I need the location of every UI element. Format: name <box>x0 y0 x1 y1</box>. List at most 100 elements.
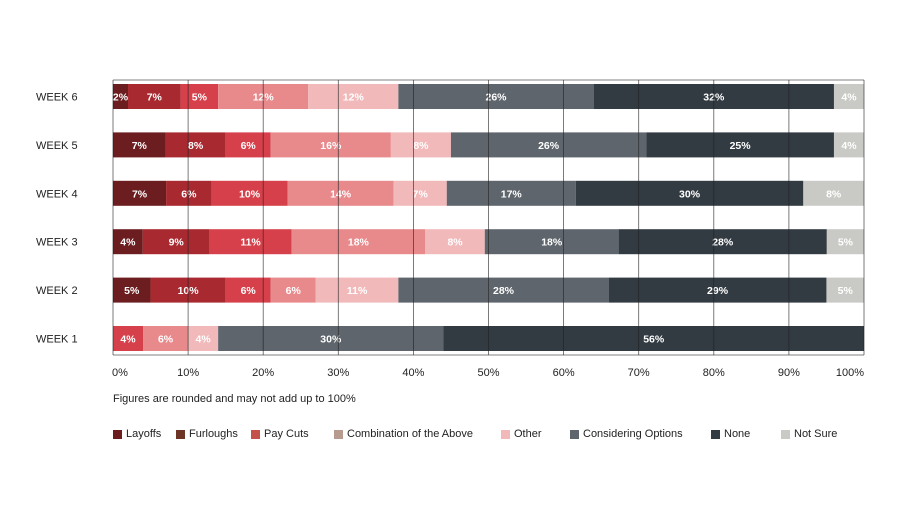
data-label: 4% <box>196 334 212 346</box>
legend-swatch-combination <box>334 429 343 439</box>
data-label: 28% <box>493 285 515 297</box>
category-label: WEEK 3 <box>36 237 78 249</box>
bar-segment <box>270 277 316 303</box>
bar-segment <box>209 229 292 255</box>
data-label: 25% <box>730 140 752 152</box>
bar-segment <box>446 180 576 206</box>
bar-segment <box>575 180 804 206</box>
x-tick-label: 70% <box>628 367 650 379</box>
data-label: 18% <box>541 237 563 249</box>
x-tick-label: 30% <box>327 367 349 379</box>
data-label: 28% <box>712 237 734 249</box>
bar-segment <box>142 229 210 255</box>
data-label: 30% <box>679 188 701 200</box>
category-label: WEEK 4 <box>36 188 78 200</box>
bar-segment <box>390 132 451 158</box>
data-label: 7% <box>132 188 148 200</box>
bar-segment <box>113 229 143 255</box>
legend-label-layoffs: Layoffs <box>126 428 162 440</box>
bar-segment <box>180 84 219 109</box>
bar-segment <box>128 84 181 109</box>
data-label: 10% <box>239 188 261 200</box>
data-label: 11% <box>240 237 261 249</box>
data-label: 8% <box>447 237 463 249</box>
bar-segment <box>270 132 391 158</box>
footnote: Figures are rounded and may not add up t… <box>113 393 356 405</box>
data-label: 6% <box>241 285 257 297</box>
data-label: 56% <box>643 334 665 346</box>
data-label: 29% <box>707 285 729 297</box>
bar-segment <box>393 180 447 206</box>
data-label: 6% <box>158 334 174 346</box>
bar-segment <box>211 180 288 206</box>
legend: Layoffs Furloughs Pay Cuts Combination o… <box>113 428 837 440</box>
bar-segment <box>143 326 189 351</box>
bar-segment <box>618 229 827 255</box>
legend-item-layoffs: Layoffs <box>113 428 176 440</box>
data-label: 4% <box>841 92 857 104</box>
category-label: WEEK 5 <box>36 140 78 152</box>
bar-segment <box>425 229 485 255</box>
bar-segment <box>443 326 864 351</box>
data-label: 6% <box>181 188 197 200</box>
legend-swatch-furloughs <box>176 429 185 439</box>
legend-item-considering-options: Considering Options <box>570 428 711 440</box>
bar-segment <box>287 180 394 206</box>
data-label: 8% <box>188 140 204 152</box>
bar-segment <box>188 326 219 351</box>
bar-segment <box>113 277 151 303</box>
legend-label-furloughs: Furloughs <box>189 428 238 440</box>
legend-label-not-sure: Not Sure <box>794 428 838 440</box>
data-label: 5% <box>192 92 208 104</box>
x-tick-label: 20% <box>252 367 274 379</box>
bar-segment <box>291 229 426 255</box>
x-tick-label: 100% <box>836 367 864 379</box>
data-label: 6% <box>241 140 257 152</box>
legend-label-none: None <box>724 428 751 440</box>
legend-swatch-other <box>501 429 510 439</box>
bar-segment <box>826 229 864 255</box>
x-tick-label: 90% <box>778 367 800 379</box>
data-label: 9% <box>169 237 185 249</box>
bar-segment <box>315 277 399 303</box>
data-label: 26% <box>486 92 508 104</box>
bar-segment <box>484 229 619 255</box>
bar-segment <box>450 132 647 158</box>
bar-segment <box>833 132 864 158</box>
data-label: 8% <box>413 140 429 152</box>
bar-segment <box>113 84 129 109</box>
x-tick-label: 60% <box>553 367 575 379</box>
legend-swatch-not-sure <box>781 429 790 439</box>
data-label: 17% <box>501 188 523 200</box>
legend-swatch-pay-cuts <box>251 429 260 439</box>
bar-segment <box>166 180 212 206</box>
data-label: 6% <box>286 285 302 297</box>
data-label: 4% <box>841 140 857 152</box>
x-tick-label: 10% <box>177 367 199 379</box>
bar-segment <box>398 84 594 109</box>
data-label: 7% <box>413 188 429 200</box>
legend-label-other: Other <box>514 428 542 440</box>
data-label: 4% <box>120 334 136 346</box>
bar-segment <box>608 277 827 303</box>
data-label: 5% <box>838 285 854 297</box>
data-label: 12% <box>343 92 365 104</box>
category-label: WEEK 1 <box>36 334 78 346</box>
legend-label-considering-options: Considering Options <box>583 428 683 440</box>
stacked-bar-chart: 0% 10% 20% 30% 40% 50% 60% 70% 80% 90% 100% WEEK 6 2… <box>36 79 865 379</box>
bar-segment <box>826 277 864 303</box>
data-label: 30% <box>320 334 342 346</box>
data-label: 4% <box>120 237 136 249</box>
category-label: WEEK 2 <box>36 285 78 297</box>
bar-segment <box>308 84 399 109</box>
bar-segment <box>113 326 144 351</box>
legend-swatch-layoffs <box>113 429 122 439</box>
legend-label-pay-cuts: Pay Cuts <box>264 428 309 440</box>
category-label: WEEK 6 <box>36 92 78 104</box>
x-tick-label: 40% <box>402 367 424 379</box>
bar-segment <box>113 132 166 158</box>
data-label: 7% <box>132 140 148 152</box>
data-label: 14% <box>330 188 352 200</box>
legend-item-other: Other <box>501 428 570 440</box>
legend-label-combination: Combination of the Above <box>347 428 473 440</box>
